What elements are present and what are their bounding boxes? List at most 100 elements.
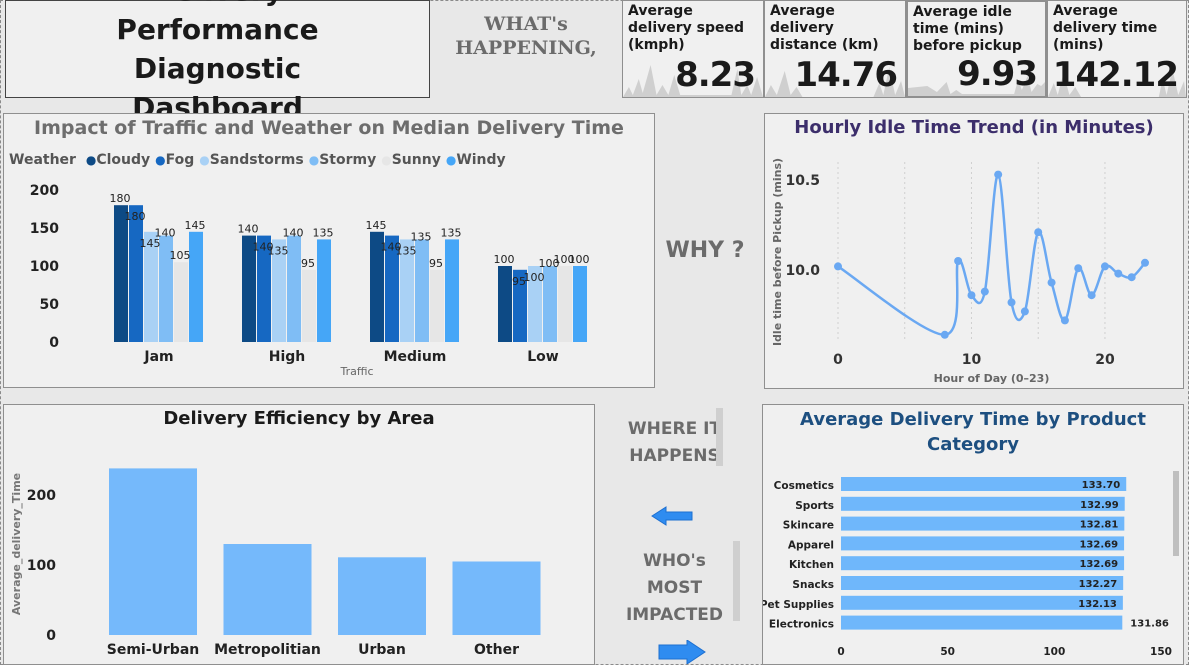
bar-apparel[interactable]: [841, 536, 1125, 551]
x-tick-label: High: [269, 349, 306, 365]
bar-skincare[interactable]: [841, 516, 1125, 531]
where-divider: [716, 408, 723, 466]
data-point[interactable]: [1047, 278, 1056, 287]
data-label: 100: [494, 253, 515, 266]
arrow-left-icon[interactable]: [650, 505, 694, 527]
data-point[interactable]: [940, 330, 949, 339]
data-point[interactable]: [1087, 291, 1096, 300]
data-point[interactable]: [1060, 316, 1069, 325]
bar-cloudy-low[interactable]: [498, 266, 512, 342]
bar-metropolitian[interactable]: [223, 544, 312, 635]
legend-label: Windy: [456, 152, 506, 168]
bar-other[interactable]: [452, 561, 541, 636]
data-point[interactable]: [1127, 273, 1136, 282]
legend-item-sunny[interactable]: ●Sunny: [381, 152, 441, 168]
bar-sunny-high[interactable]: [302, 269, 316, 342]
data-label: 132.69: [1079, 539, 1118, 550]
x-tick-label: 10: [962, 352, 982, 368]
legend-item-stormy[interactable]: ●Stormy: [309, 152, 377, 168]
bar-windy-high[interactable]: [317, 239, 331, 342]
legend-item-sandstorms[interactable]: ●Sandstorms: [199, 152, 303, 168]
traffic-weather-panel: Impact of Traffic and Weather on Median …: [3, 113, 655, 388]
bar-windy-medium[interactable]: [445, 239, 459, 342]
data-label: 100: [524, 271, 545, 284]
bar-stormy-low[interactable]: [543, 266, 557, 342]
x-tick-label: Medium: [384, 349, 447, 365]
data-label: 100: [569, 253, 590, 266]
bar-stormy-high[interactable]: [287, 235, 301, 342]
x-tick-label: Urban: [358, 642, 406, 658]
bar-cloudy-jam[interactable]: [114, 205, 128, 342]
kpi-card-speed: Average delivery speed (kmph) 8.23: [622, 0, 764, 98]
data-point[interactable]: [1100, 262, 1109, 271]
bar-fog-jam[interactable]: [129, 205, 143, 342]
data-point[interactable]: [994, 170, 1003, 179]
bar-stormy-medium[interactable]: [415, 239, 429, 342]
bar-sandstorms-medium[interactable]: [400, 239, 414, 342]
bar-cosmetics[interactable]: [841, 477, 1127, 491]
bar-cloudy-medium[interactable]: [370, 231, 384, 342]
who-label: WHO's MOST IMPACTED: [625, 551, 724, 625]
legend-label: Cloudy: [96, 152, 151, 168]
data-point[interactable]: [980, 287, 989, 296]
bar-electronics[interactable]: [841, 615, 1123, 630]
bar-sandstorms-low[interactable]: [528, 266, 542, 342]
data-point[interactable]: [1034, 228, 1043, 237]
bar-sandstorms-high[interactable]: [272, 239, 286, 342]
category-label: Sports: [795, 500, 834, 512]
legend-item-cloudy[interactable]: ●Cloudy: [86, 152, 150, 168]
bar-snacks[interactable]: [841, 576, 1124, 590]
category-label: Electronics: [769, 619, 834, 631]
bar-kitchen[interactable]: [841, 556, 1125, 571]
bar-stormy-jam[interactable]: [159, 235, 173, 342]
data-point[interactable]: [1007, 298, 1016, 307]
legend-dot-icon: ●: [155, 153, 166, 167]
bar-fog-high[interactable]: [257, 235, 271, 342]
bar-sunny-low[interactable]: [558, 266, 572, 342]
x-tick-label: 50: [940, 646, 955, 658]
data-label: 135: [268, 244, 289, 257]
kpi-sparkline: [1048, 69, 1186, 97]
category-label: Snacks: [792, 579, 834, 591]
kpi-label: Average idle time (mins) before pickup: [913, 4, 1022, 54]
y-tick-label: 100: [27, 558, 56, 574]
legend-label: Stormy: [319, 152, 377, 168]
bar-sports[interactable]: [841, 496, 1125, 511]
legend-label: Fog: [165, 152, 195, 168]
bar-cloudy-high[interactable]: [242, 235, 256, 342]
bar-windy-low[interactable]: [573, 266, 587, 342]
data-point[interactable]: [1020, 307, 1029, 316]
data-label: 140: [283, 227, 304, 240]
data-point[interactable]: [834, 262, 842, 271]
data-label: 145: [185, 219, 206, 232]
title-box: Delivery Performance Diagnostic Dashboar…: [5, 0, 430, 124]
legend-item-windy[interactable]: ●Windy: [446, 152, 506, 168]
bar-windy-jam[interactable]: [189, 231, 203, 342]
legend-dot-icon: ●: [199, 153, 210, 167]
bar-fog-medium[interactable]: [385, 235, 399, 342]
data-point[interactable]: [1141, 258, 1149, 267]
data-label: 95: [429, 257, 443, 270]
scrollbar[interactable]: [1173, 471, 1179, 556]
bar-fog-low[interactable]: [513, 269, 527, 342]
arrow-right-icon[interactable]: [657, 640, 707, 664]
bar-sunny-medium[interactable]: [430, 269, 444, 342]
bar-urban[interactable]: [338, 557, 426, 635]
y-tick-label: 10.0: [785, 263, 820, 279]
bar-pet-supplies[interactable]: [841, 595, 1123, 610]
data-point[interactable]: [954, 257, 963, 265]
idle-trend-panel: Hourly Idle Time Trend (in Minutes) 0 10 2…: [764, 113, 1184, 389]
bar-semi-urban[interactable]: [109, 468, 197, 635]
data-label: 145: [140, 237, 161, 250]
bar-sunny-jam[interactable]: [174, 262, 188, 342]
legend-item-fog[interactable]: ●Fog: [155, 152, 194, 168]
data-point[interactable]: [967, 291, 976, 300]
product-title: Average Delivery Time by Product Categor…: [800, 409, 1146, 455]
category-label: Kitchen: [789, 559, 834, 571]
data-label: 140: [381, 241, 402, 254]
bar-sandstorms-jam[interactable]: [144, 231, 158, 342]
data-point[interactable]: [1114, 269, 1123, 278]
idle-line: [837, 173, 1146, 337]
data-point[interactable]: [1074, 264, 1083, 273]
